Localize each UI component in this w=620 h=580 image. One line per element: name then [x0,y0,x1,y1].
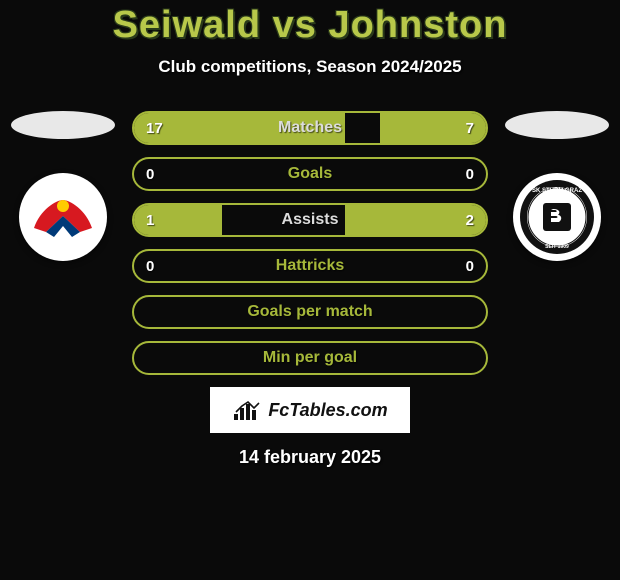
stat-value-left: 0 [146,258,154,275]
stat-value-left: 17 [146,120,163,137]
stat-value-right: 7 [466,120,474,137]
player-left-col [8,111,118,261]
stat-row: 0 0 Goals [132,157,488,191]
stat-label: Hattricks [276,257,344,275]
stat-value-left: 1 [146,212,154,229]
fctables-badge[interactable]: FcTables.com [210,387,410,433]
stat-value-right: 2 [466,212,474,229]
stat-label: Goals per match [247,303,372,321]
subtitle: Club competitions, Season 2024/2025 [0,57,620,77]
stat-row: Min per goal [132,341,488,375]
club-logo-left [19,173,107,261]
stat-row: 0 0 Hattricks [132,249,488,283]
stat-label: Assists [282,211,339,229]
stat-value-right: 0 [466,166,474,183]
comparison-body: 17 7 Matches 0 0 Goals 1 2 Assists 0 0 Hattricks Goa… [0,111,620,375]
rb-leipzig-icon [28,192,98,242]
stat-label: Goals [288,165,332,183]
stat-row: 17 7 Matches [132,111,488,145]
stat-label: Min per goal [263,349,357,367]
comparison-card: Seiwald vs Johnston Club competitions, S… [0,0,620,468]
comparison-date: 14 february 2025 [0,447,620,468]
stat-row: 1 2 Assists [132,203,488,237]
page-title: Seiwald vs Johnston [0,4,620,47]
stats-column: 17 7 Matches 0 0 Goals 1 2 Assists 0 0 Hattricks Goa… [118,111,502,375]
stat-label: Matches [278,119,342,137]
club-logo-right: SK STURM GRAZ SEIT 1909 [513,173,601,261]
fctables-label: FcTables.com [268,400,387,421]
player-right-portrait-placeholder [505,111,609,139]
player-left-portrait-placeholder [11,111,115,139]
sturm-graz-icon: SK STURM GRAZ SEIT 1909 [519,179,595,255]
stat-value-right: 0 [466,258,474,275]
stat-row: Goals per match [132,295,488,329]
svg-text:SEIT 1909: SEIT 1909 [545,244,569,250]
stat-value-left: 0 [146,166,154,183]
player-right-col: SK STURM GRAZ SEIT 1909 [502,111,612,261]
fctables-icon [232,398,262,422]
svg-text:SK STURM GRAZ: SK STURM GRAZ [532,188,582,194]
